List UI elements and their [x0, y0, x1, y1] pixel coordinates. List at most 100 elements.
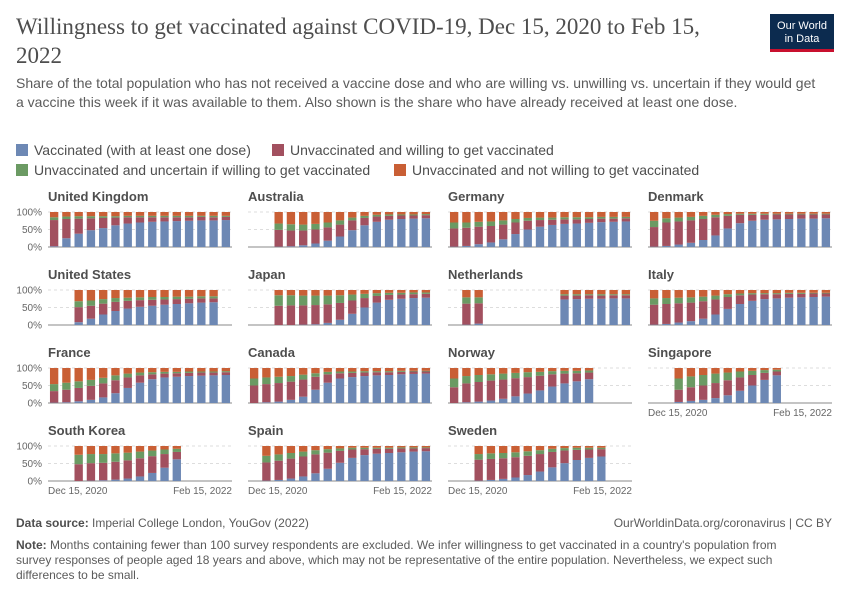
panel-italy: Italy: [648, 267, 832, 326]
bar-segment-uncertain: [148, 450, 157, 457]
bar-segment-willing: [221, 216, 231, 221]
bar-segment-unwilling: [748, 290, 757, 294]
bar-segment-willing: [474, 382, 483, 402]
bar-segment-uncertain: [74, 381, 83, 388]
bar-segment-willing: [674, 389, 683, 402]
bar-segment-uncertain: [723, 214, 732, 216]
bar-segment-unwilling: [449, 212, 459, 223]
bar-segment-vaccinated: [348, 457, 357, 481]
bar-segment-unwilling: [335, 368, 345, 372]
bar-segment-uncertain: [348, 294, 357, 301]
bar-segment-willing: [760, 214, 769, 220]
bar-segment-unwilling: [274, 290, 283, 296]
bar-segment-uncertain: [735, 213, 745, 215]
bar-segment-willing: [286, 381, 296, 400]
bar-segment-vaccinated: [499, 478, 508, 481]
bar-segment-vaccinated: [323, 382, 332, 403]
bar-segment-unwilling: [674, 368, 683, 379]
bar-segment-uncertain: [572, 294, 581, 296]
bar-segment-uncertain: [474, 454, 483, 460]
panel-title: Netherlands: [448, 267, 523, 282]
owid-logo[interactable]: Our World in Data: [770, 14, 834, 52]
bar-segment-unwilling: [772, 212, 781, 214]
bar-segment-uncertain: [699, 296, 708, 302]
bar-segment-vaccinated: [111, 311, 120, 325]
bar-segment-uncertain: [409, 214, 418, 216]
bar-segment-vaccinated: [597, 222, 606, 247]
bar-segment-uncertain: [274, 376, 283, 384]
bar-segment-willing: [572, 449, 581, 460]
bar-segment-unwilling: [184, 212, 194, 216]
bar-segment-unwilling: [760, 212, 769, 214]
bar-segment-uncertain: [135, 451, 145, 459]
bar-segment-willing: [560, 373, 569, 384]
bar-segment-unwilling: [409, 290, 418, 293]
bar-segment-uncertain: [723, 372, 732, 381]
bar-segment-vaccinated: [74, 401, 83, 403]
bar-segment-vaccinated: [384, 453, 394, 481]
bar-segment-willing: [523, 220, 532, 230]
bar-segment-vaccinated: [760, 379, 769, 403]
bar-segment-uncertain: [62, 382, 71, 390]
bar-segment-willing: [372, 448, 381, 454]
bar-segment-willing: [748, 214, 757, 221]
bar-segment-unwilling: [123, 290, 132, 298]
bar-segment-willing: [335, 373, 345, 379]
bar-segment-unwilling: [548, 212, 557, 218]
bar-segment-willing: [148, 217, 157, 222]
bar-segment-uncertain: [548, 371, 557, 375]
bar-segment-uncertain: [135, 372, 145, 376]
bar-segment-uncertain: [784, 292, 794, 294]
bar-segment-unwilling: [486, 212, 496, 222]
bar-segment-vaccinated: [372, 302, 381, 325]
bar-segment-unwilling: [499, 368, 508, 374]
bar-segment-uncertain: [384, 371, 394, 373]
bar-segment-willing: [348, 372, 357, 378]
bar-segment-uncertain: [197, 215, 206, 217]
bar-segment-unwilling: [335, 446, 345, 449]
bar-segment-vaccinated: [474, 244, 483, 247]
bar-segment-vaccinated: [548, 386, 557, 403]
bar-segment-willing: [360, 372, 369, 377]
bar-segment-unwilling: [511, 368, 520, 373]
bar-segment-uncertain: [123, 373, 132, 378]
bar-segment-uncertain: [674, 297, 683, 304]
bar-segment-uncertain: [148, 297, 157, 300]
bar-segment-willing: [674, 303, 683, 323]
bar-segment-vaccinated: [772, 375, 781, 403]
bar-segment-vaccinated: [621, 221, 631, 247]
bar-segment-uncertain: [86, 300, 96, 306]
bar-segment-willing: [62, 219, 71, 239]
bar-segment-unwilling: [311, 368, 320, 374]
bar-segment-vaccinated: [148, 379, 157, 403]
bar-segment-willing: [99, 462, 108, 481]
y-tick-label: 100%: [16, 364, 42, 375]
bar-segment-willing: [99, 217, 108, 229]
bar-segment-unwilling: [335, 290, 345, 296]
bar-segment-unwilling: [560, 290, 569, 295]
footer-link[interactable]: OurWorldinData.org/coronavirus | CC BY: [613, 516, 832, 530]
bar-segment-uncertain: [311, 295, 320, 306]
bar-segment-unwilling: [323, 368, 332, 372]
bar-segment-willing: [197, 298, 206, 303]
bar-segment-unwilling: [160, 368, 169, 372]
bar-segment-uncertain: [135, 297, 145, 301]
bar-segment-willing: [748, 294, 757, 301]
bar-segment-vaccinated: [209, 220, 218, 247]
bar-segment-willing: [148, 299, 157, 306]
bar-segment-vaccinated: [384, 299, 394, 325]
bar-segment-willing: [209, 217, 218, 221]
bar-segment-willing: [649, 304, 659, 325]
bar-segment-willing: [172, 217, 181, 222]
bar-segment-unwilling: [99, 368, 108, 378]
bar-segment-willing: [274, 460, 283, 480]
bar-segment-unwilling: [172, 212, 181, 216]
bar-segment-willing: [311, 305, 320, 325]
bar-segment-willing: [148, 374, 157, 380]
bar-segment-unwilling: [523, 212, 532, 218]
bar-segment-unwilling: [735, 290, 745, 294]
bar-segment-willing: [474, 303, 483, 324]
bar-segment-uncertain: [49, 384, 59, 392]
bar-segment-vaccinated: [184, 376, 194, 403]
bar-segment-uncertain: [584, 294, 594, 296]
